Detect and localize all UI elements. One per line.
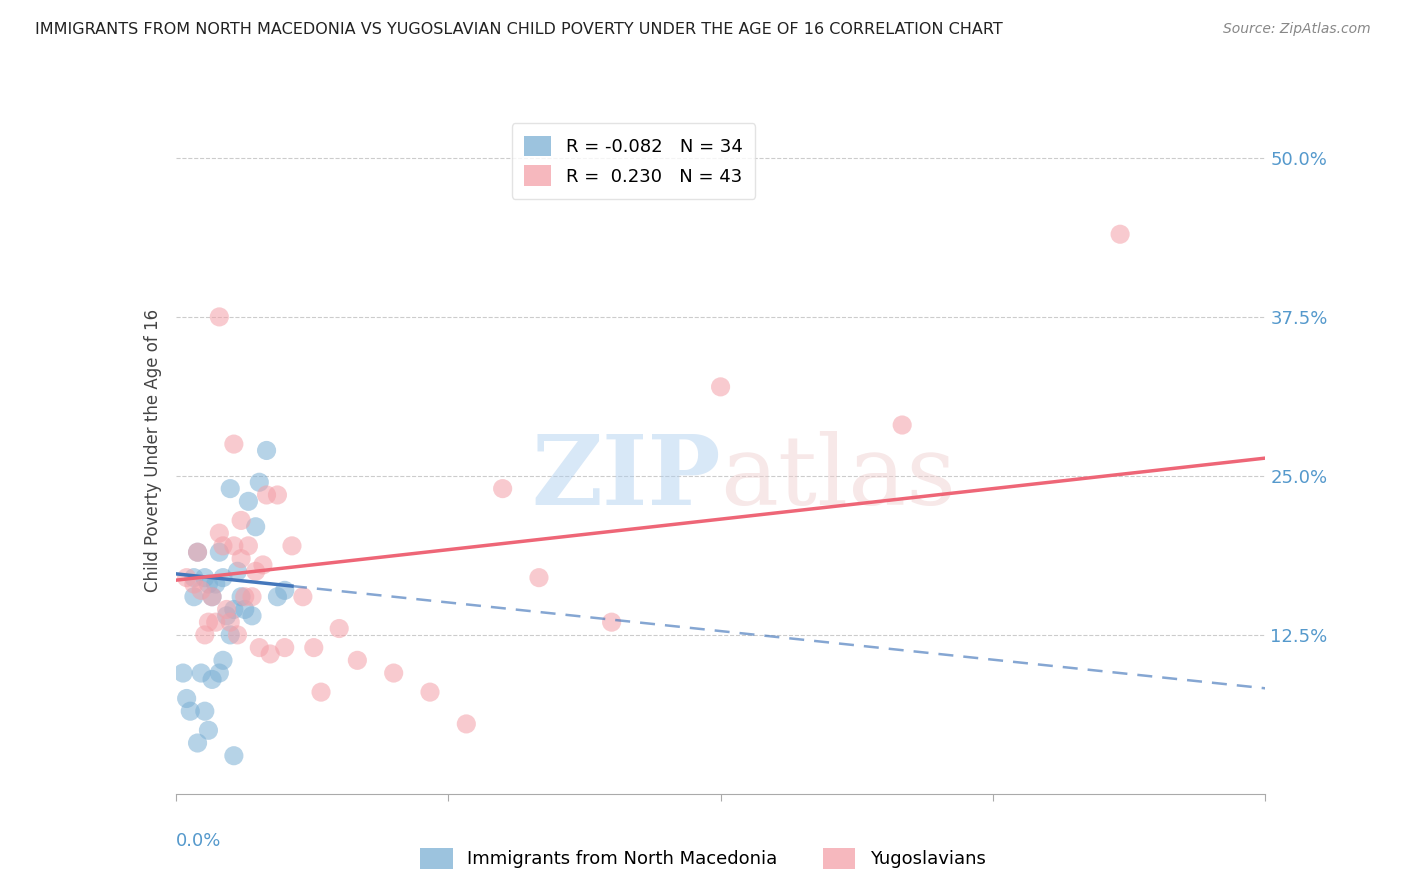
Point: [201, 673, 224, 687]
Point: [183, 571, 205, 585]
Point: [186, 545, 209, 559]
Point: [247, 640, 270, 655]
Point: [222, 602, 245, 616]
Point: [492, 482, 515, 496]
Point: [346, 653, 368, 667]
Point: [302, 640, 325, 655]
Point: [190, 666, 212, 681]
Point: [274, 583, 297, 598]
Point: [256, 488, 278, 502]
Point: [266, 590, 288, 604]
Point: [176, 691, 198, 706]
Point: [194, 628, 217, 642]
Point: [226, 564, 249, 578]
Point: [238, 539, 260, 553]
Point: [222, 748, 245, 763]
Point: [240, 590, 263, 604]
Legend: R = -0.082   N = 34, R =  0.230   N = 43: R = -0.082 N = 34, R = 0.230 N = 43: [512, 123, 755, 199]
Point: [309, 685, 332, 699]
Point: [204, 577, 226, 591]
Point: [710, 380, 733, 394]
Point: [208, 666, 231, 681]
Point: [274, 640, 297, 655]
Text: IMMIGRANTS FROM NORTH MACEDONIA VS YUGOSLAVIAN CHILD POVERTY UNDER THE AGE OF 16: IMMIGRANTS FROM NORTH MACEDONIA VS YUGOS…: [35, 22, 1002, 37]
Point: [222, 539, 245, 553]
Point: [245, 520, 267, 534]
Point: [219, 628, 242, 642]
Point: [222, 437, 245, 451]
Point: [183, 590, 205, 604]
Point: [252, 558, 274, 572]
Point: [212, 571, 235, 585]
Point: [247, 475, 270, 490]
Point: [240, 608, 263, 623]
Point: [281, 539, 304, 553]
Point: [201, 590, 224, 604]
Point: [215, 602, 238, 616]
Point: [219, 482, 242, 496]
Y-axis label: Child Poverty Under the Age of 16: Child Poverty Under the Age of 16: [143, 309, 162, 592]
Point: [197, 723, 219, 738]
Point: [600, 615, 623, 630]
Point: [256, 443, 278, 458]
Point: [194, 704, 217, 718]
Point: [231, 551, 253, 566]
Text: Source: ZipAtlas.com: Source: ZipAtlas.com: [1223, 22, 1371, 37]
Point: [197, 615, 219, 630]
Point: [190, 583, 212, 598]
Point: [266, 488, 288, 502]
Point: [231, 590, 253, 604]
Point: [212, 653, 235, 667]
Point: [204, 615, 226, 630]
Point: [233, 602, 256, 616]
Point: [179, 704, 201, 718]
Point: [238, 494, 260, 508]
Point: [219, 615, 242, 630]
Point: [259, 647, 281, 661]
Point: [212, 539, 235, 553]
Legend: Immigrants from North Macedonia, Yugoslavians: Immigrants from North Macedonia, Yugosla…: [413, 840, 993, 876]
Point: [186, 736, 209, 750]
Point: [233, 590, 256, 604]
Point: [208, 545, 231, 559]
Point: [1109, 227, 1132, 242]
Point: [456, 717, 478, 731]
Point: [382, 666, 405, 681]
Text: 0.0%: 0.0%: [176, 831, 221, 850]
Point: [215, 608, 238, 623]
Point: [226, 628, 249, 642]
Point: [194, 571, 217, 585]
Text: atlas: atlas: [721, 431, 956, 524]
Point: [208, 310, 231, 324]
Point: [527, 571, 550, 585]
Point: [419, 685, 441, 699]
Point: [201, 590, 224, 604]
Point: [183, 577, 205, 591]
Point: [328, 622, 350, 636]
Point: [208, 526, 231, 541]
Point: [245, 564, 267, 578]
Point: [186, 545, 209, 559]
Point: [197, 577, 219, 591]
Text: ZIP: ZIP: [531, 431, 721, 524]
Point: [176, 571, 198, 585]
Point: [891, 417, 914, 432]
Point: [231, 513, 253, 527]
Point: [172, 666, 194, 681]
Point: [291, 590, 314, 604]
